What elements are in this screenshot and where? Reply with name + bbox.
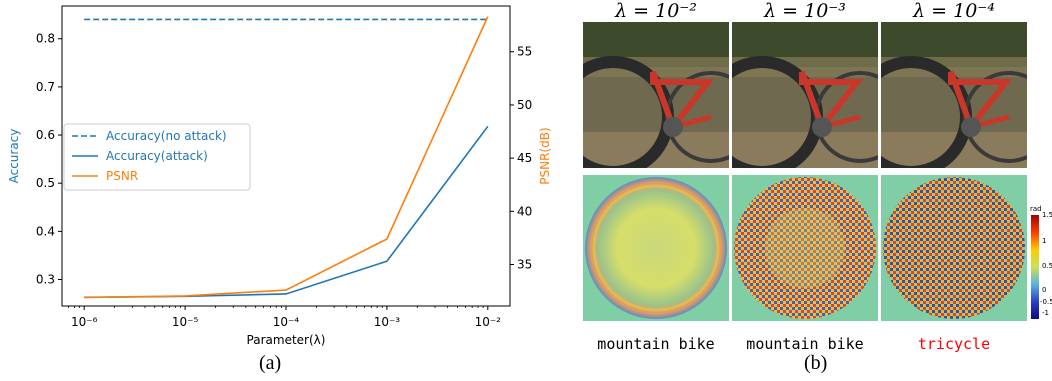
x-tick-label: 10⁻⁴ [273,315,300,329]
x-axis-label: Parameter(λ) [247,333,326,347]
colorbar-gradient [1031,215,1039,319]
y-left-axis-label: Accuracy [7,129,21,184]
colorbar-tick-4: -0.5 [1040,298,1052,306]
y-right-axis-label: PSNR(dB) [538,127,552,184]
lambda-label-2: λ = 10⁻³ [764,0,846,22]
dual-axis-line-chart: 10⁻⁶ 10⁻⁵ 10⁻⁴ 10⁻³ 10⁻² 0.3 0.4 0.5 0.6 0.7 0.8 35… [7,5,552,347]
colorbar-unit: rad [1030,205,1042,213]
phase-map-3 [881,175,1027,321]
y-left-tick-label: 0.8 [36,32,55,46]
y-right-tick-label: 40 [517,204,532,218]
caption-a: (a) [259,352,282,374]
x-tick-label: 10⁻³ [374,315,401,329]
y-right-tick-label: 50 [517,98,532,112]
y-right-tick-label: 55 [517,45,532,59]
legend-label-1: Accuracy(no attack) [106,129,227,143]
phase-map-2 [732,175,878,321]
legend-label-2: Accuracy(attack) [106,149,208,163]
x-tick-label: 10⁻⁵ [172,315,199,329]
series-line-3 [84,16,489,299]
prediction-3: tricycle [917,335,991,353]
lambda-label-3: λ = 10⁻⁴ [913,0,995,22]
y-right-tick-label: 35 [517,258,532,272]
y-left-tick-label: 0.3 [36,273,55,287]
x-tick-label: 10⁻⁶ [71,315,98,329]
lambda-label-1: λ = 10⁻² [615,0,697,22]
colorbar-tick-1: 1 [1042,237,1047,245]
colorbar-tick-5: -1 [1042,309,1049,317]
bicycle-photo-3 [881,22,1027,168]
y-left-tick-label: 0.7 [36,80,55,94]
y-left-tick-label: 0.5 [36,176,55,190]
legend-box [63,123,251,191]
colorbar-tick-3: 0 [1042,286,1047,294]
colorbar-tick-0: 1.5 [1042,211,1052,219]
y-left-tick-label: 0.4 [36,224,55,238]
prediction-2: mountain bike [746,335,864,353]
x-tick-label: 10⁻² [475,315,502,329]
caption-b: (b) [804,352,828,374]
phase-map-1 [583,175,729,321]
y-left-tick-label: 0.6 [36,128,55,142]
colorbar-tick-2: 0.5 [1042,262,1052,270]
y-right-tick-label: 45 [517,151,532,165]
bicycle-photo-2 [732,22,878,168]
legend-label-3: PSNR [106,169,138,183]
bicycle-photo-1 [583,22,729,168]
prediction-1: mountain bike [597,335,715,353]
